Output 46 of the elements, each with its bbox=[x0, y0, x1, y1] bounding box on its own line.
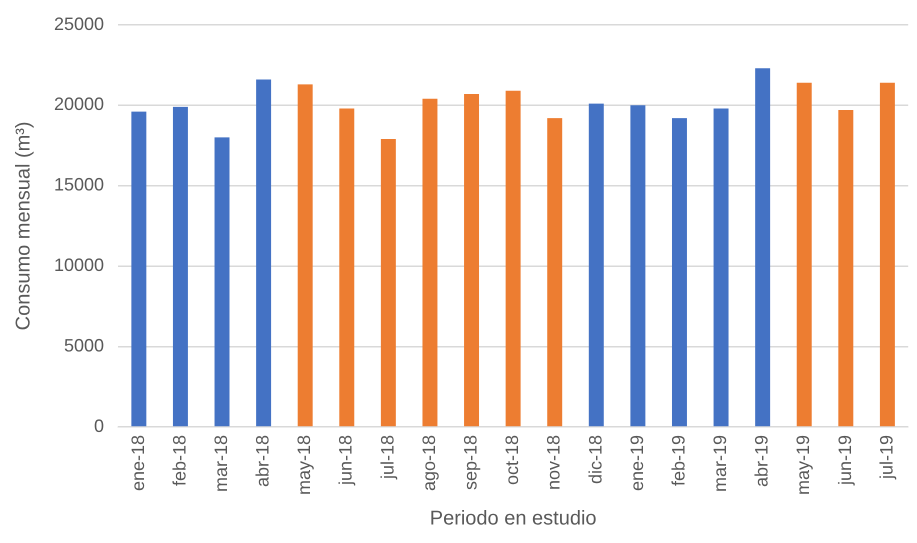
bar bbox=[422, 98, 438, 426]
y-tick-label: 0 bbox=[94, 416, 104, 436]
x-tick-label: dic-18 bbox=[585, 434, 606, 484]
y-tick-label: 10000 bbox=[54, 255, 104, 276]
x-tick-label: ene-18 bbox=[128, 434, 148, 492]
bar bbox=[838, 110, 854, 426]
x-tick-label: sep-18 bbox=[460, 434, 481, 490]
bar bbox=[214, 137, 230, 426]
x-tick-label: feb-19 bbox=[668, 434, 688, 486]
bar bbox=[131, 112, 146, 426]
y-axis-title: Consumo mensual (m³) bbox=[12, 121, 35, 330]
x-tick-label: nov-18 bbox=[544, 434, 564, 490]
x-tick-label: may-18 bbox=[294, 434, 314, 496]
x-tick-label: mar-19 bbox=[710, 434, 730, 492]
x-tick-label: abr-18 bbox=[252, 434, 273, 488]
x-tick-label: jun-18 bbox=[336, 434, 356, 486]
x-tick-label: feb-18 bbox=[169, 434, 190, 486]
bar bbox=[755, 68, 770, 426]
bar bbox=[796, 82, 812, 426]
x-tick-label: oct-18 bbox=[502, 434, 522, 486]
bar bbox=[714, 108, 729, 426]
x-tick-label: abr-19 bbox=[752, 434, 772, 488]
x-tick-label: jun-19 bbox=[834, 434, 855, 486]
y-tick-label: 25000 bbox=[54, 14, 104, 34]
x-tick-label: ene-19 bbox=[626, 434, 647, 492]
x-tick-label: ago-18 bbox=[418, 434, 439, 492]
y-tick-label: 5000 bbox=[64, 336, 104, 356]
bar bbox=[880, 82, 895, 426]
bar bbox=[506, 90, 521, 426]
x-tick-label: jul-18 bbox=[377, 434, 398, 480]
y-tick-label: 15000 bbox=[54, 174, 104, 195]
bar bbox=[630, 105, 646, 426]
bar bbox=[172, 106, 188, 426]
bar bbox=[380, 139, 396, 426]
x-tick-label: mar-18 bbox=[210, 434, 231, 492]
x-axis-title: Periodo en estudio bbox=[430, 508, 597, 530]
bar bbox=[588, 104, 604, 426]
x-tick-label: jul-19 bbox=[876, 434, 896, 480]
y-tick-label: 20000 bbox=[54, 94, 104, 114]
bar bbox=[672, 118, 687, 426]
bar bbox=[464, 94, 480, 426]
bar bbox=[298, 84, 313, 426]
bar bbox=[256, 79, 272, 426]
x-tick-label: may-19 bbox=[793, 434, 814, 496]
bar bbox=[547, 118, 562, 426]
bar bbox=[339, 108, 354, 426]
